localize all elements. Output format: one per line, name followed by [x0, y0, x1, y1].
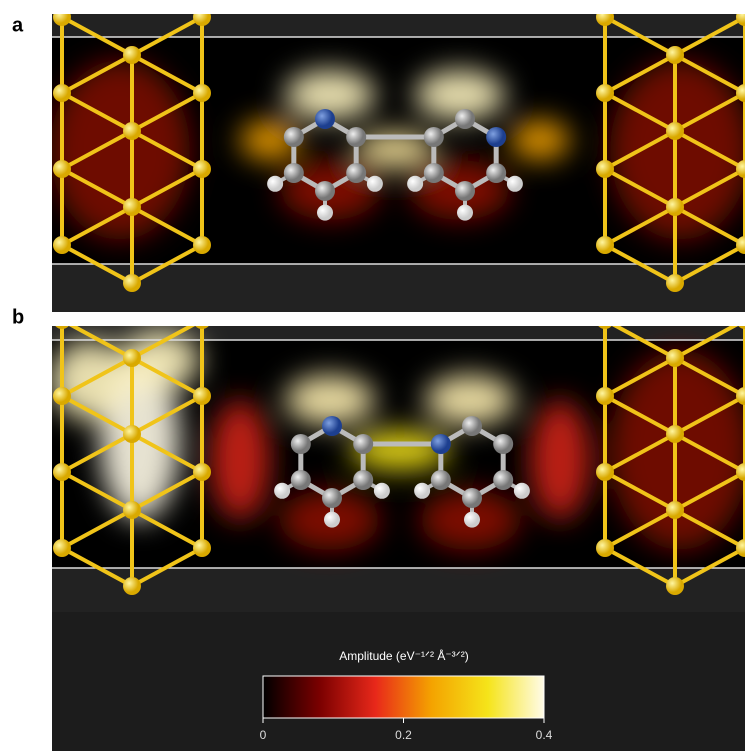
gold-atom [123, 46, 141, 64]
gold-atom [53, 84, 71, 102]
gold-atom [53, 236, 71, 254]
c-atom [315, 181, 335, 201]
tick-label: 0.2 [395, 728, 412, 742]
tick-label: 0 [260, 728, 267, 742]
c-atom [431, 434, 451, 454]
c-atom [284, 163, 304, 183]
tick-label: 0.4 [536, 728, 553, 742]
h-atom [317, 205, 333, 221]
gold-atom [666, 501, 684, 519]
gold-atom [193, 160, 211, 178]
gold-atom [666, 198, 684, 216]
gold-atom [596, 8, 614, 26]
gold-atom [123, 198, 141, 216]
h-atom [324, 512, 340, 528]
c-atom [353, 434, 373, 454]
gold-atom [666, 46, 684, 64]
panel-a [50, 8, 745, 312]
gold-atom [666, 122, 684, 140]
colorbar [263, 676, 544, 718]
gold-atom [193, 463, 211, 481]
h-atom [267, 176, 283, 192]
gold-atom [193, 8, 211, 26]
h-atom [457, 205, 473, 221]
figure: a b Amplitude (eV⁻¹ᐟ² Å⁻³ᐟ²) 0 0.2 0.4 [0, 0, 745, 751]
c-atom [486, 163, 506, 183]
gold-atom [666, 274, 684, 292]
c-atom [291, 470, 311, 490]
gold-atom [53, 8, 71, 26]
density-blob [510, 120, 570, 160]
density-blob [530, 400, 590, 520]
c-atom [315, 109, 335, 129]
gold-atom [123, 425, 141, 443]
gold-atom [123, 122, 141, 140]
h-atom [514, 483, 530, 499]
gold-atom [123, 349, 141, 367]
h-atom [374, 483, 390, 499]
c-atom [322, 488, 342, 508]
c-atom [284, 127, 304, 147]
h-atom [507, 176, 523, 192]
gold-atom [53, 160, 71, 178]
gold-atom [123, 274, 141, 292]
gold-atom [193, 539, 211, 557]
c-atom [424, 127, 444, 147]
gold-atom [596, 463, 614, 481]
gold-atom [123, 501, 141, 519]
gold-atom [193, 387, 211, 405]
c-atom [455, 181, 475, 201]
gold-atom [53, 463, 71, 481]
gold-atom [596, 387, 614, 405]
c-atom [486, 127, 506, 147]
c-atom [346, 127, 366, 147]
h-atom [464, 512, 480, 528]
c-atom [424, 163, 444, 183]
gold-atom [123, 577, 141, 595]
gold-atom [53, 387, 71, 405]
c-atom [291, 434, 311, 454]
density-blob [610, 350, 745, 550]
gold-atom [53, 539, 71, 557]
gold-atom [596, 311, 614, 329]
gold-atom [666, 425, 684, 443]
panel-b [50, 311, 745, 612]
c-atom [322, 416, 342, 436]
gold-atom [666, 349, 684, 367]
h-atom [407, 176, 423, 192]
c-atom [493, 434, 513, 454]
c-atom [455, 109, 475, 129]
gold-atom [596, 236, 614, 254]
c-atom [493, 470, 513, 490]
gold-atom [193, 84, 211, 102]
gold-atom [596, 539, 614, 557]
gold-atom [596, 160, 614, 178]
h-atom [274, 483, 290, 499]
c-atom [431, 470, 451, 490]
gold-atom [193, 311, 211, 329]
panel-label: a [12, 14, 24, 36]
c-atom [462, 488, 482, 508]
density-blob [210, 400, 270, 520]
panel-label: b [12, 306, 24, 328]
c-atom [462, 416, 482, 436]
h-atom [367, 176, 383, 192]
gold-atom [596, 84, 614, 102]
gold-atom [53, 311, 71, 329]
gold-atom [666, 577, 684, 595]
colorbar-label: Amplitude (eV⁻¹ᐟ² Å⁻³ᐟ²) [339, 648, 469, 663]
c-atom [353, 470, 373, 490]
c-atom [346, 163, 366, 183]
h-atom [414, 483, 430, 499]
gold-atom [193, 236, 211, 254]
